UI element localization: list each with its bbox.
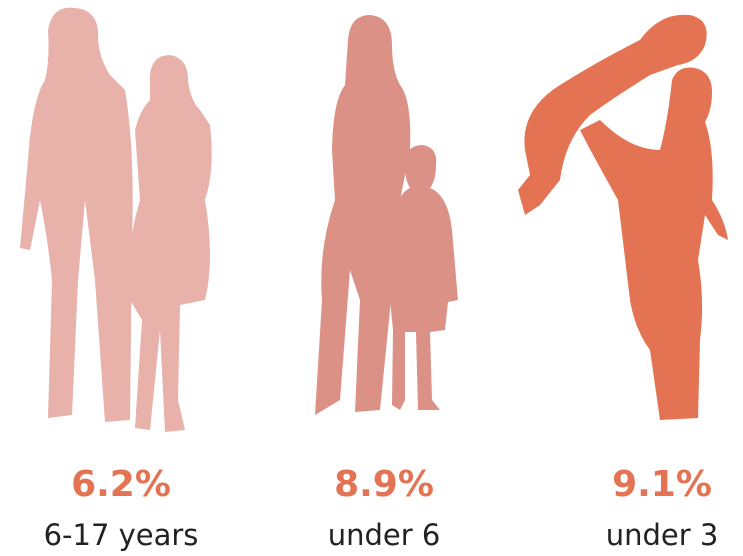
- infographic: 6.2% 8.9% 9.1% 6-17 years under 6 under …: [0, 0, 743, 556]
- category-label: under 6: [328, 518, 441, 552]
- value-label: 6.2%: [71, 464, 171, 505]
- category-label: 6-17 years: [44, 518, 199, 552]
- value-label: 8.9%: [334, 464, 434, 505]
- silhouette-adult-baby: [518, 15, 728, 420]
- value-label: 9.1%: [612, 464, 712, 505]
- silhouette-woman-child: [315, 15, 458, 415]
- category-label: under 3: [606, 518, 719, 552]
- silhouette-women: [20, 8, 212, 432]
